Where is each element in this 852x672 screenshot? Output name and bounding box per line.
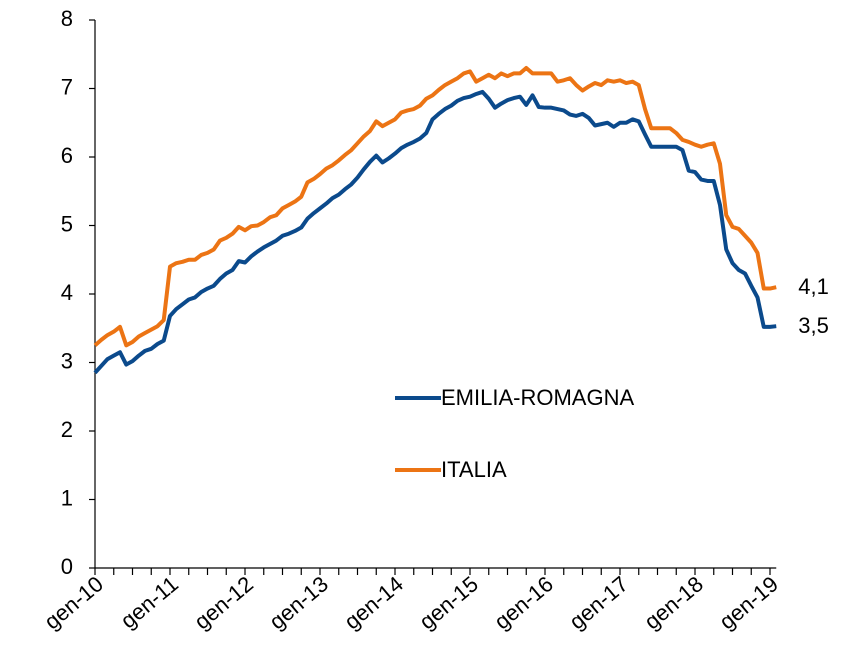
y-tick-label: 0 bbox=[61, 554, 73, 579]
y-tick-label: 8 bbox=[61, 6, 73, 31]
legend-label: EMILIA-ROMAGNA bbox=[441, 385, 634, 410]
y-tick-label: 3 bbox=[61, 348, 73, 373]
x-tick-label: gen-15 bbox=[414, 571, 483, 634]
x-tick-label: gen-12 bbox=[189, 571, 258, 634]
x-tick-label: gen-18 bbox=[639, 571, 708, 634]
x-tick-label: gen-19 bbox=[714, 571, 783, 634]
y-tick-label: 2 bbox=[61, 417, 73, 442]
y-tick-label: 1 bbox=[61, 485, 73, 510]
y-tick-label: 6 bbox=[61, 143, 73, 168]
y-tick-label: 4 bbox=[61, 280, 73, 305]
y-tick-label: 5 bbox=[61, 211, 73, 236]
legend-label: ITALIA bbox=[441, 457, 507, 482]
value-label: 3,5 bbox=[798, 313, 829, 338]
x-tick-label: gen-17 bbox=[564, 571, 633, 634]
series-line bbox=[93, 65, 777, 348]
x-tick-label: gen-14 bbox=[339, 571, 408, 634]
value-label: 4,1 bbox=[798, 274, 829, 299]
x-tick-label: gen-11 bbox=[116, 571, 183, 633]
x-tick-label: gen-13 bbox=[264, 571, 333, 634]
series-line bbox=[93, 89, 777, 375]
x-tick-label: gen-10 bbox=[39, 571, 108, 634]
y-tick-label: 7 bbox=[61, 74, 73, 99]
x-tick-label: gen-16 bbox=[489, 571, 558, 634]
